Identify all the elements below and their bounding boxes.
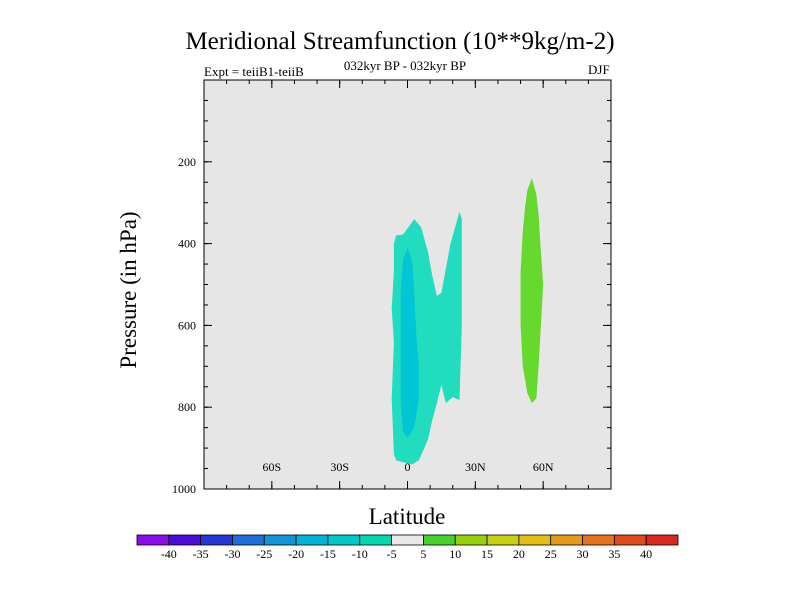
x-tick-label: 60S <box>262 460 281 474</box>
colorbar-swatch <box>582 534 615 546</box>
colorbar-label: -35 <box>193 547 209 561</box>
colorbar-label: 15 <box>481 547 493 561</box>
experiment-label: Expt = teiiB1-teiiB <box>204 64 304 79</box>
x-tick-label: 0 <box>405 460 411 474</box>
colorbar-swatch <box>454 534 488 546</box>
colorbar-label: 25 <box>545 547 557 561</box>
colorbar-label: -10 <box>352 547 368 561</box>
colorbar: -40 -35 -30 -25 -20 -15 -10 -5 5 10 15 20 25 30 35 40 <box>136 534 679 561</box>
colorbar-label: -5 <box>387 547 397 561</box>
colorbar-swatch <box>423 534 456 546</box>
y-tick-label: 800 <box>178 400 196 414</box>
colorbar-swatch <box>168 534 202 546</box>
x-tick-label: 60N <box>533 460 554 474</box>
y-tick-label: 200 <box>178 155 196 169</box>
y-tick-label: 400 <box>178 237 196 251</box>
colorbar-label: -25 <box>256 547 272 561</box>
contour-regions <box>391 178 544 465</box>
colorbar-label: 30 <box>577 547 589 561</box>
contour-region-2 <box>520 178 544 404</box>
contour-region-1 <box>400 247 419 438</box>
colorbar-swatch <box>263 534 297 546</box>
colorbar-swatch <box>200 534 233 546</box>
colorbar-swatch <box>136 534 170 546</box>
season-label: DJF <box>588 62 610 77</box>
colorbar-label: 20 <box>513 547 525 561</box>
colorbar-label: 40 <box>640 547 652 561</box>
colorbar-label: -30 <box>224 547 240 561</box>
colorbar-label: 35 <box>608 547 620 561</box>
colorbar-swatch <box>486 534 520 546</box>
colorbar-label: -20 <box>288 547 304 561</box>
colorbar-swatch <box>518 534 552 546</box>
axes: 60S 30S 0 30N 60N 200 400 600 800 1000 <box>172 79 612 496</box>
colorbar-swatch <box>613 534 647 546</box>
colorbar-swatch <box>359 534 392 546</box>
colorbar-swatch <box>391 534 424 546</box>
x-tick-label: 30S <box>330 460 349 474</box>
y-tick-label: 600 <box>178 318 196 332</box>
colorbar-swatch <box>550 534 583 546</box>
chart-title: Meridional Streamfunction (10**9kg/m-2) <box>185 28 615 55</box>
colorbar-label: -40 <box>161 547 177 561</box>
colorbar-swatch <box>327 534 361 546</box>
colorbar-label: 5 <box>420 547 426 561</box>
colorbar-label: -15 <box>320 547 336 561</box>
x-tick-label: 30N <box>465 460 486 474</box>
x-axis-label: Latitude <box>368 504 446 529</box>
y-tick-label: 1000 <box>172 482 196 496</box>
colorbar-label: 10 <box>449 547 461 561</box>
time-range-label: 032kyr BP - 032kyr BP <box>343 58 467 73</box>
colorbar-swatch <box>232 534 265 546</box>
colorbar-swatch <box>645 534 679 546</box>
colorbar-swatch <box>295 534 329 546</box>
